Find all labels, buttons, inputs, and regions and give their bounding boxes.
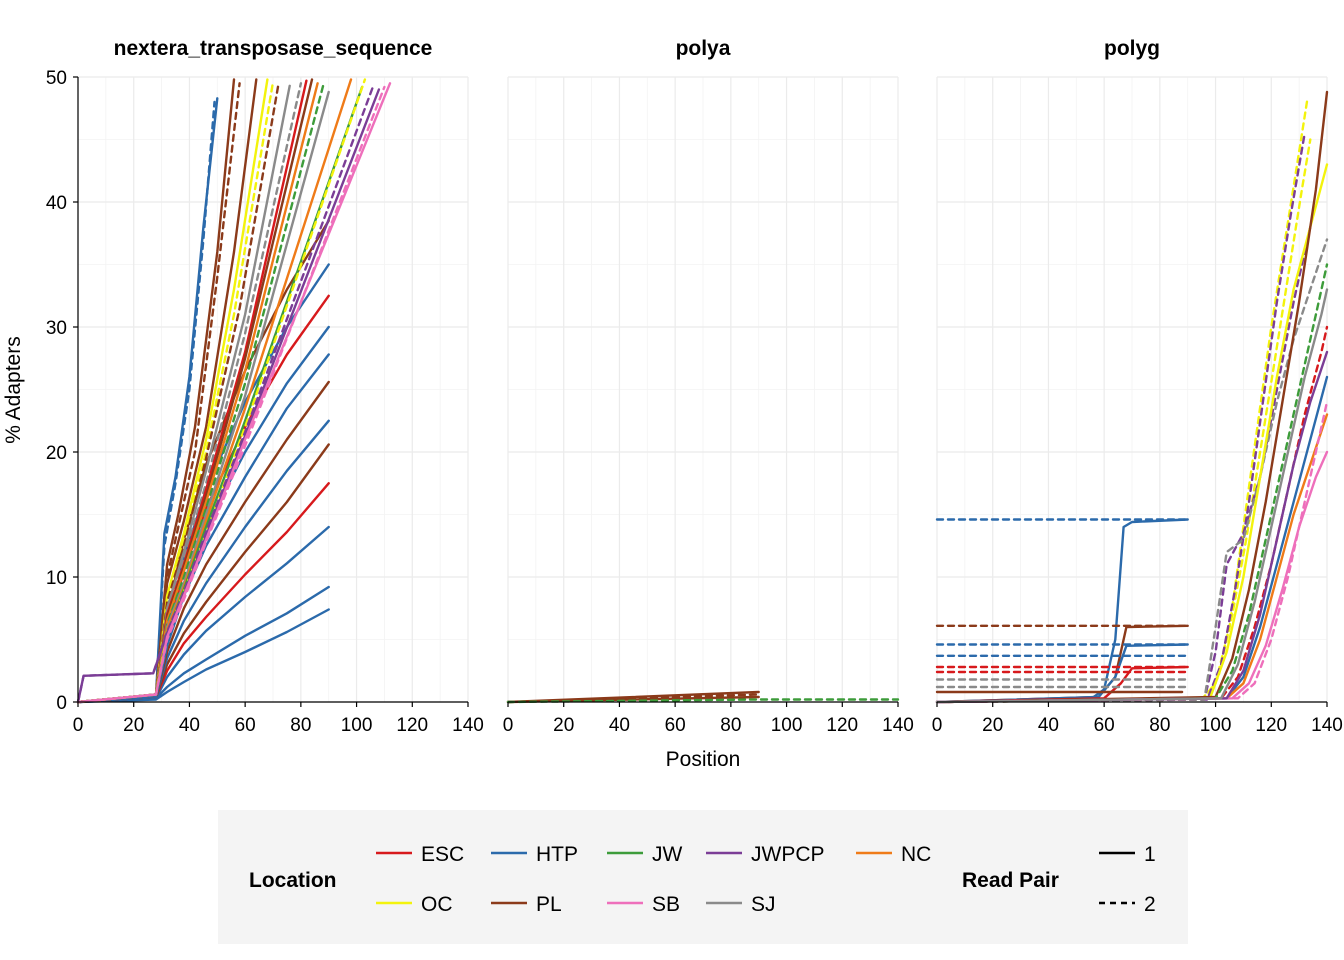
legend-location-entries: ESC HTP JW JWPCP NC OC PL SB SJ [376, 843, 931, 916]
series-group [76, 78, 392, 704]
series-line-JWPCP-2 [76, 84, 375, 704]
series-line-OC-2 [935, 138, 1312, 704]
panel-polyg: 0 20 40 60 80 100 120 140 polyg [932, 37, 1343, 736]
x-tick-label: 20 [982, 715, 1003, 736]
series-line-PL-1 [506, 695, 760, 704]
panel-title: polyg [1104, 37, 1160, 60]
x-axis-title: Position [666, 748, 741, 771]
x-tick-label: 140 [882, 715, 914, 736]
legend-label-ESC: ESC [421, 843, 464, 866]
legend-entry-JW: JW [607, 843, 683, 866]
series-line-JWPCP-1 [935, 350, 1329, 704]
legend-label-PL: PL [536, 893, 562, 916]
panel-nextera_transposase_sequence: 0 20 40 60 80 100 120 140 0 10 20 30 40 50 nextera_tra… [46, 37, 484, 736]
legend-location-title: Location [249, 869, 337, 892]
y-tick-label: 10 [46, 568, 67, 589]
x-tick-label: 120 [1255, 715, 1287, 736]
x-tick-label: 80 [1149, 715, 1170, 736]
series-line-PL-1 [76, 78, 236, 704]
x-tick-label: 20 [123, 715, 144, 736]
x-tick-label: 60 [665, 715, 686, 736]
x-tick-label: 0 [932, 715, 943, 736]
series-line-SJ-2 [935, 238, 1329, 704]
x-tick-label: 20 [553, 715, 574, 736]
series-line-HTP-1 [76, 608, 330, 704]
legend-entry-SJ: SJ [706, 893, 776, 916]
x-tick-label: 0 [503, 715, 514, 736]
legend-label-HTP: HTP [536, 843, 578, 866]
series-line-PL-2 [506, 693, 760, 704]
legend-entry-OC: OC [376, 893, 453, 916]
y-tick-label: 40 [46, 193, 67, 214]
legend-entry-PL: PL [491, 893, 562, 916]
series-line-OC-1 [935, 163, 1329, 704]
legend-entry-JWPCP: JWPCP [706, 843, 825, 866]
legend-label-OC: OC [421, 893, 453, 916]
series-line-JWPCP-2 [935, 225, 1312, 704]
series-line-JWPCP-2 [935, 132, 1306, 704]
x-tick-label: 80 [720, 715, 741, 736]
y-tick-label: 50 [46, 68, 67, 89]
legend-entry-NC: NC [856, 843, 931, 866]
series-line-SJ-1 [935, 288, 1329, 704]
y-axis-title: % Adapters [2, 336, 25, 443]
legend-entry-ESC: ESC [376, 843, 464, 866]
series-line-HTP-1 [76, 97, 219, 704]
legend: Location ESC HTP JW JWPCP NC OC PL SB SJ Read Pa… [218, 810, 1188, 944]
legend-background [218, 810, 1188, 944]
x-tick-label: 0 [73, 715, 84, 736]
x-tick-label: 40 [609, 715, 630, 736]
legend-read-pair-title: Read Pair [962, 869, 1059, 892]
y-tick-label: 20 [46, 443, 67, 464]
y-tick-label: 30 [46, 318, 67, 339]
legend-label-read-pair-2: 2 [1144, 893, 1156, 916]
panel-title: nextera_transposase_sequence [114, 37, 433, 60]
legend-entry-read-pair-2: 2 [1099, 893, 1156, 916]
series-line-HTP-1 [935, 643, 1189, 704]
series-line-SB-2 [935, 400, 1329, 704]
series-line-PL-1 [935, 624, 1189, 704]
series-line-PL-1 [76, 78, 314, 704]
legend-entry-HTP: HTP [491, 843, 578, 866]
legend-label-read-pair-1: 1 [1144, 843, 1156, 866]
legend-label-NC: NC [901, 843, 931, 866]
series-group [506, 690, 900, 704]
x-tick-label: 100 [1200, 715, 1232, 736]
series-line-HTP-2 [76, 100, 216, 704]
x-tick-label: 60 [235, 715, 256, 736]
legend-entry-read-pair-1: 1 [1099, 843, 1156, 866]
series-group [935, 90, 1329, 704]
x-tick-label: 140 [452, 715, 484, 736]
legend-label-JWPCP: JWPCP [751, 843, 825, 866]
series-line-JW-2 [506, 698, 900, 704]
legend-label-SJ: SJ [751, 893, 776, 916]
legend-label-SB: SB [652, 893, 680, 916]
series-line-PL-1 [935, 90, 1329, 704]
series-line-JW-2 [935, 263, 1329, 704]
series-line-SB-2 [76, 85, 386, 704]
series-line-HTP-1 [935, 518, 1189, 704]
x-tick-label: 40 [179, 715, 200, 736]
panel-title: polya [676, 37, 731, 60]
x-tick-label: 100 [771, 715, 803, 736]
y-tick-label: 0 [56, 693, 67, 714]
x-tick-label: 100 [341, 715, 373, 736]
x-tick-label: 120 [396, 715, 428, 736]
x-tick-label: 140 [1311, 715, 1343, 736]
x-tick-label: 40 [1038, 715, 1059, 736]
x-tick-label: 120 [826, 715, 858, 736]
panels: 0 20 40 60 80 100 120 140 0 10 20 30 40 50 nextera_tra… [46, 37, 1343, 736]
legend-read-pair-entries: 12 [1099, 843, 1156, 916]
series-line-SB-1 [935, 450, 1329, 704]
panel-polya: 0 20 40 60 80 100 120 140 polya [503, 37, 914, 736]
x-tick-label: 80 [290, 715, 311, 736]
legend-entry-SB: SB [607, 893, 680, 916]
x-tick-label: 60 [1094, 715, 1115, 736]
legend-label-JW: JW [652, 843, 683, 866]
